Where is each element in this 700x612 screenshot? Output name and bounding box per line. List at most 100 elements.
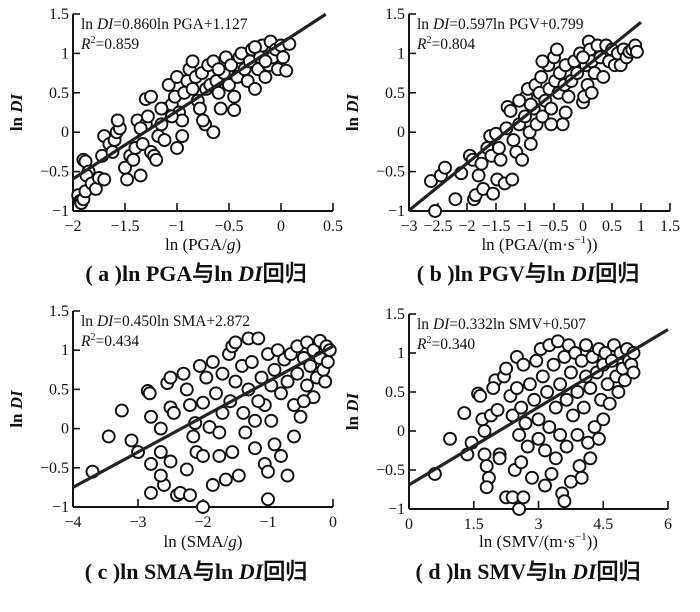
data-point bbox=[576, 400, 591, 415]
data-point bbox=[525, 470, 539, 485]
x-tick-label: −2 bbox=[194, 514, 211, 531]
data-point bbox=[544, 101, 559, 116]
data-point bbox=[258, 70, 273, 84]
y-tick-label: 1 bbox=[61, 342, 69, 359]
x-tick-label: 1 bbox=[637, 218, 645, 235]
data-point bbox=[566, 408, 580, 423]
data-point bbox=[154, 101, 169, 116]
x-tick-label: 0.5 bbox=[323, 218, 343, 235]
y-tick-label: −0.5 bbox=[376, 462, 405, 479]
data-point bbox=[523, 137, 538, 151]
x-tick-label: −2 bbox=[458, 218, 475, 235]
data-point bbox=[124, 433, 139, 448]
panel-c: −1 −0.5 0 0.5 1 1.5 −4 −3 −2 −1 0 ln DI=0.450ln SMA… bbox=[7, 303, 337, 584]
data-point bbox=[596, 70, 611, 84]
data-point bbox=[179, 462, 194, 477]
data-point bbox=[183, 398, 197, 413]
data-point bbox=[212, 425, 227, 440]
y-tick-label: −0.5 bbox=[40, 460, 69, 477]
y-tick-label: 0 bbox=[61, 421, 69, 438]
data-point bbox=[587, 420, 602, 435]
data-point bbox=[170, 141, 184, 155]
y-tick-label: 0 bbox=[397, 423, 405, 440]
data-point bbox=[544, 466, 559, 481]
r-squared: R2=0.340 bbox=[416, 335, 475, 353]
data-point bbox=[196, 449, 210, 463]
data-point bbox=[557, 494, 572, 509]
data-point bbox=[503, 103, 518, 118]
data-point bbox=[491, 141, 506, 155]
data-point bbox=[287, 429, 301, 444]
data-point bbox=[563, 365, 578, 380]
data-point bbox=[540, 385, 555, 399]
data-point bbox=[509, 381, 524, 396]
y-tick-label: −1 bbox=[52, 499, 69, 516]
regression-line bbox=[407, 20, 643, 212]
data-point bbox=[518, 416, 533, 431]
data-point bbox=[248, 81, 262, 96]
y-tick-label: 1 bbox=[397, 45, 405, 62]
data-point bbox=[101, 429, 116, 444]
data-point bbox=[280, 468, 295, 483]
x-tick-label: −1 bbox=[259, 514, 276, 531]
data-point bbox=[611, 385, 626, 399]
data-point bbox=[584, 85, 599, 100]
data-point bbox=[512, 427, 527, 442]
data-point bbox=[561, 89, 576, 104]
y-tick-label: 0.5 bbox=[385, 85, 405, 102]
y-tick-label: 1 bbox=[61, 45, 69, 62]
data-point bbox=[506, 133, 521, 148]
x-axis-label: ln (PGA/(m·s−1)) bbox=[481, 234, 597, 254]
r-squared: R2=0.804 bbox=[416, 35, 475, 53]
data-point bbox=[320, 355, 335, 369]
data-point bbox=[516, 490, 531, 505]
data-point bbox=[185, 81, 200, 96]
data-point bbox=[535, 109, 550, 124]
data-point bbox=[473, 388, 488, 403]
x-axis-label: ln (PGA/g) bbox=[165, 235, 241, 254]
data-point bbox=[570, 427, 585, 442]
data-point bbox=[499, 361, 514, 376]
data-point bbox=[224, 58, 239, 73]
data-point bbox=[144, 456, 158, 471]
x-tick-label: 1.5 bbox=[660, 218, 680, 235]
data-point bbox=[179, 382, 194, 397]
data-point bbox=[120, 172, 135, 187]
data-point bbox=[192, 101, 207, 116]
regression-equation: ln DI=0.860ln PGA+1.127 bbox=[81, 16, 248, 33]
x-tick-label: 6 bbox=[664, 516, 672, 533]
data-point bbox=[205, 355, 220, 369]
data-point bbox=[529, 353, 544, 368]
data-point bbox=[244, 355, 259, 369]
data-point bbox=[477, 424, 492, 438]
data-point bbox=[183, 488, 197, 503]
data-point bbox=[428, 204, 443, 218]
data-point bbox=[248, 413, 262, 428]
data-point bbox=[542, 420, 557, 435]
data-point bbox=[276, 50, 291, 65]
data-point bbox=[126, 152, 141, 167]
data-point bbox=[163, 370, 178, 385]
data-point bbox=[591, 431, 606, 446]
data-point bbox=[479, 480, 494, 495]
r-squared: R2=0.859 bbox=[80, 35, 139, 53]
x-tick-label: −4 bbox=[64, 514, 81, 531]
data-point bbox=[492, 451, 507, 466]
data-point bbox=[110, 113, 125, 128]
y-axis-label: ln DI bbox=[343, 391, 362, 430]
y-tick-label: 0 bbox=[397, 124, 405, 141]
data-point bbox=[279, 63, 294, 78]
x-tick-label: 0 bbox=[579, 218, 587, 235]
data-point bbox=[133, 168, 148, 183]
y-tick-label: −1 bbox=[388, 501, 405, 518]
data-point bbox=[548, 400, 563, 415]
data-point bbox=[570, 385, 585, 399]
regression-line bbox=[408, 328, 669, 487]
data-point bbox=[448, 192, 463, 207]
data-point bbox=[261, 492, 275, 507]
data-point bbox=[479, 459, 494, 474]
data-point bbox=[227, 103, 242, 118]
data-point bbox=[579, 338, 593, 353]
data-point bbox=[264, 413, 279, 428]
